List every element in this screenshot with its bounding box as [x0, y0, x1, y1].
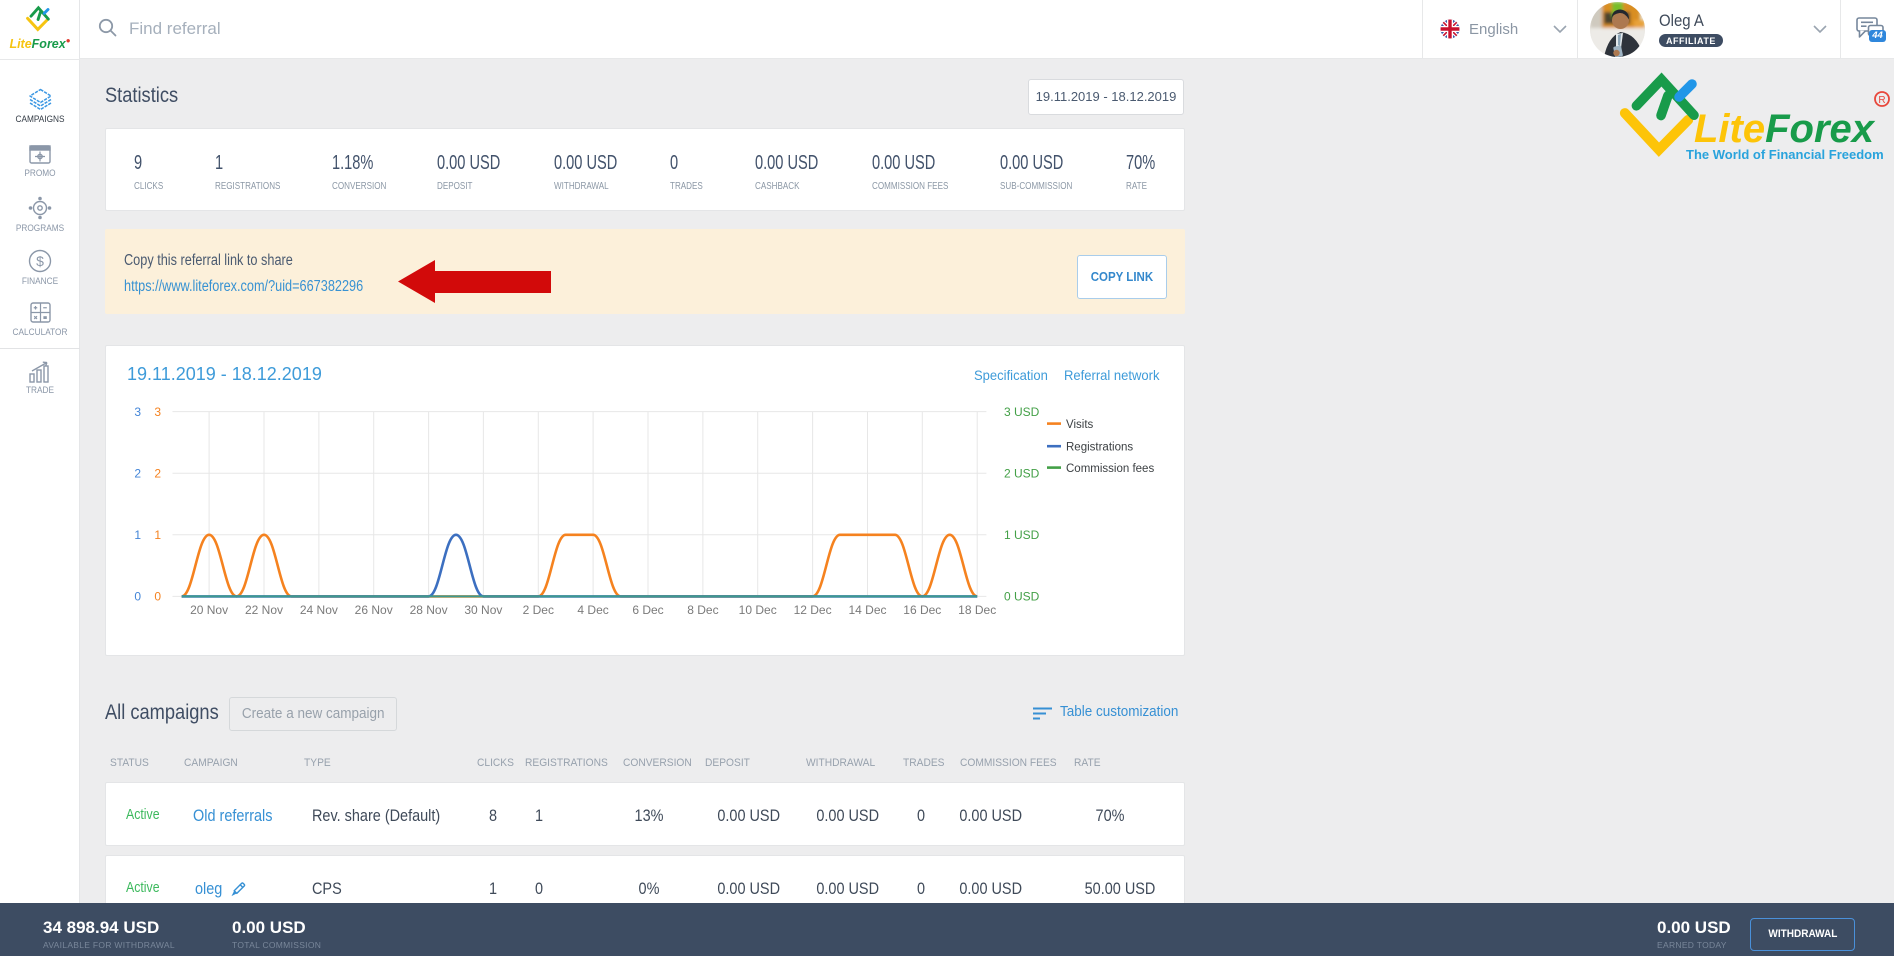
svg-text:8 Dec: 8 Dec	[687, 603, 718, 617]
svg-text:4 Dec: 4 Dec	[577, 603, 608, 617]
svg-text:1: 1	[154, 528, 161, 542]
svg-text:2: 2	[154, 467, 161, 481]
svg-text:30 Nov: 30 Nov	[464, 603, 502, 617]
svg-text:0 USD: 0 USD	[1004, 590, 1040, 604]
svg-text:0: 0	[134, 590, 141, 604]
svg-text:0: 0	[154, 590, 161, 604]
svg-text:6 Dec: 6 Dec	[632, 603, 663, 617]
svg-text:Commission fees: Commission fees	[1066, 463, 1154, 475]
svg-text:R: R	[1878, 95, 1885, 106]
svg-text:28 Nov: 28 Nov	[410, 603, 448, 617]
svg-text:2 Dec: 2 Dec	[523, 603, 554, 617]
svg-text:3 USD: 3 USD	[1004, 405, 1040, 419]
svg-text:14 Dec: 14 Dec	[848, 603, 886, 617]
svg-text:$: $	[36, 253, 44, 269]
svg-text:The World of Financial Freedom: The World of Financial Freedom	[1686, 147, 1884, 162]
svg-text:24 Nov: 24 Nov	[300, 603, 338, 617]
svg-text:20 Nov: 20 Nov	[190, 603, 228, 617]
svg-text:Visits: Visits	[1066, 419, 1094, 431]
svg-text:12 Dec: 12 Dec	[794, 603, 832, 617]
svg-text:2: 2	[134, 467, 141, 481]
svg-text:3: 3	[134, 405, 141, 419]
svg-text:16 Dec: 16 Dec	[903, 603, 941, 617]
svg-text:1: 1	[134, 528, 141, 542]
svg-text:18 Dec: 18 Dec	[958, 603, 996, 617]
svg-text:26 Nov: 26 Nov	[355, 603, 393, 617]
svg-text:LiteForex: LiteForex	[1694, 107, 1876, 151]
svg-text:3: 3	[154, 405, 161, 419]
svg-text:Registrations: Registrations	[1066, 442, 1133, 454]
svg-text:10 Dec: 10 Dec	[739, 603, 777, 617]
svg-text:1 USD: 1 USD	[1004, 528, 1040, 542]
svg-text:22 Nov: 22 Nov	[245, 603, 283, 617]
svg-text:2 USD: 2 USD	[1004, 467, 1040, 481]
